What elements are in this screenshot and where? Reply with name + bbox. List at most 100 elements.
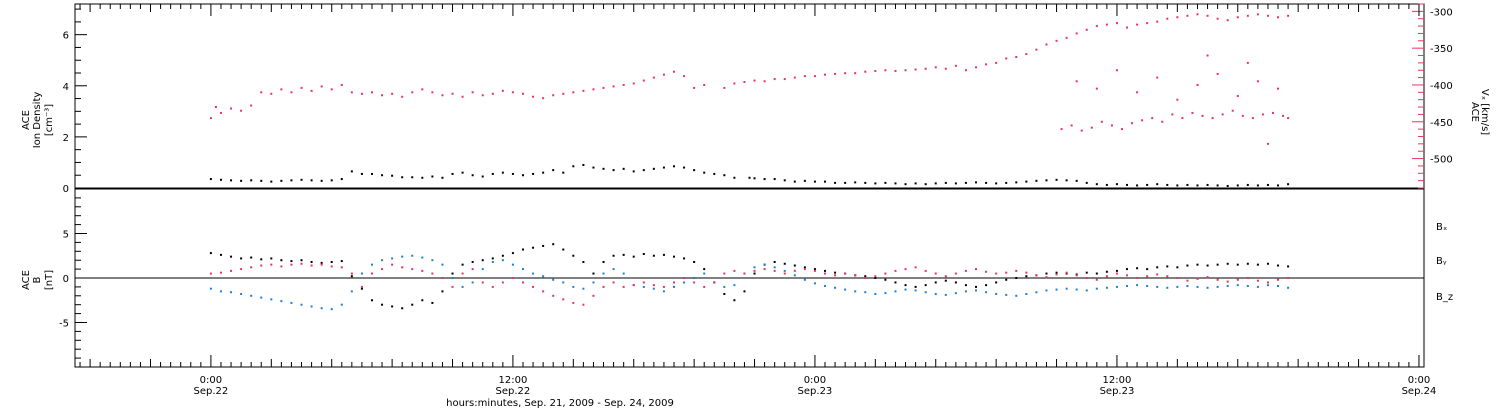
by-point bbox=[320, 307, 323, 310]
by-point bbox=[753, 266, 756, 269]
by-point bbox=[964, 290, 967, 293]
bottom-ylabel-line1: ACE bbox=[21, 270, 32, 290]
bx-point bbox=[1115, 269, 1118, 272]
bz-point bbox=[1115, 272, 1118, 275]
vx-point bbox=[1181, 117, 1184, 120]
vx-point bbox=[602, 86, 605, 89]
bx-point bbox=[944, 279, 947, 282]
vx-point bbox=[1216, 72, 1219, 75]
by-point bbox=[1045, 289, 1048, 292]
vx-point bbox=[572, 91, 575, 94]
vx-point bbox=[511, 91, 514, 94]
bx-point bbox=[1136, 267, 1139, 270]
vx-point bbox=[1156, 76, 1159, 79]
by-point bbox=[481, 268, 484, 271]
bx-point bbox=[813, 268, 816, 271]
bz-point bbox=[1236, 278, 1239, 281]
density-point bbox=[1246, 183, 1249, 186]
density-point bbox=[1015, 181, 1018, 184]
bx-point bbox=[1246, 262, 1249, 265]
by-point bbox=[1095, 287, 1098, 290]
legend-bx: Bₓ bbox=[1436, 222, 1447, 233]
vx-point bbox=[1176, 16, 1179, 19]
vx-point bbox=[1256, 13, 1259, 16]
density-point bbox=[1045, 179, 1048, 182]
bx-point bbox=[330, 260, 333, 263]
bx-point bbox=[884, 278, 887, 281]
density-point bbox=[793, 180, 796, 183]
bz-point bbox=[1055, 273, 1058, 276]
bz-point bbox=[310, 264, 313, 267]
vx-point bbox=[662, 73, 665, 76]
density-point bbox=[491, 172, 494, 175]
density-point bbox=[481, 175, 484, 178]
bx-point bbox=[1266, 262, 1269, 265]
by-point bbox=[330, 308, 333, 311]
density-point bbox=[300, 178, 303, 181]
density-point bbox=[1025, 180, 1028, 183]
density-point bbox=[683, 166, 686, 169]
by-point bbox=[1105, 286, 1108, 289]
by-point bbox=[662, 290, 665, 293]
bx-point bbox=[632, 255, 635, 258]
by-point bbox=[763, 263, 766, 266]
vx-point bbox=[542, 97, 545, 100]
density-point bbox=[652, 167, 655, 170]
vx-point bbox=[1216, 17, 1219, 20]
bx-point bbox=[914, 285, 917, 288]
density-point bbox=[612, 169, 615, 172]
bz-point bbox=[894, 269, 897, 272]
vx-point bbox=[894, 69, 897, 72]
y-right-tick-label: -400 bbox=[1430, 81, 1453, 92]
bz-point bbox=[834, 274, 837, 277]
bx-point bbox=[501, 254, 504, 257]
by-point bbox=[532, 272, 535, 275]
by-point bbox=[1015, 294, 1018, 297]
vx-point bbox=[1206, 54, 1209, 57]
density-point bbox=[1065, 179, 1068, 182]
bz-point bbox=[652, 284, 655, 287]
bz-point bbox=[1287, 277, 1290, 279]
bz-point bbox=[632, 284, 635, 287]
vx-point bbox=[1126, 26, 1129, 29]
density-point bbox=[954, 182, 957, 185]
vx-point bbox=[1191, 111, 1194, 114]
vx-point bbox=[1120, 128, 1123, 131]
bz-point bbox=[844, 272, 847, 275]
bx-point bbox=[864, 275, 867, 278]
bx-point bbox=[391, 305, 394, 308]
x-tick-time: 12:00 bbox=[1103, 375, 1132, 386]
bx-point bbox=[652, 254, 655, 257]
vx-point bbox=[582, 89, 585, 92]
by-point bbox=[260, 296, 263, 299]
bx-point bbox=[1176, 266, 1179, 269]
density-point bbox=[381, 174, 384, 177]
density-point bbox=[209, 178, 212, 181]
bz-point bbox=[703, 285, 706, 288]
density-point bbox=[532, 172, 535, 175]
density-point bbox=[662, 166, 665, 169]
by-point bbox=[844, 288, 847, 291]
by-point bbox=[954, 292, 957, 295]
by-point bbox=[834, 286, 837, 289]
by-point bbox=[491, 260, 494, 263]
x-axis-label: hours:minutes, Sep. 21, 2009 - Sep. 24, … bbox=[446, 398, 674, 409]
bx-point bbox=[924, 284, 927, 287]
bz-point bbox=[743, 272, 746, 275]
density-point bbox=[441, 176, 444, 179]
density-point bbox=[934, 182, 937, 185]
vx-point bbox=[813, 75, 816, 78]
bx-point bbox=[1277, 264, 1280, 267]
bz-point bbox=[431, 272, 434, 275]
density-point bbox=[854, 181, 857, 184]
bz-point bbox=[401, 266, 404, 269]
x-tick-time: 12:00 bbox=[499, 375, 528, 386]
by-point bbox=[612, 268, 615, 271]
bz-point bbox=[1035, 274, 1038, 277]
bx-point bbox=[521, 248, 524, 251]
bx-point bbox=[209, 252, 212, 255]
bz-point bbox=[602, 285, 605, 288]
bx-point bbox=[411, 303, 414, 306]
y-right-tick-label: -300 bbox=[1430, 7, 1453, 18]
bz-point bbox=[1085, 277, 1088, 279]
